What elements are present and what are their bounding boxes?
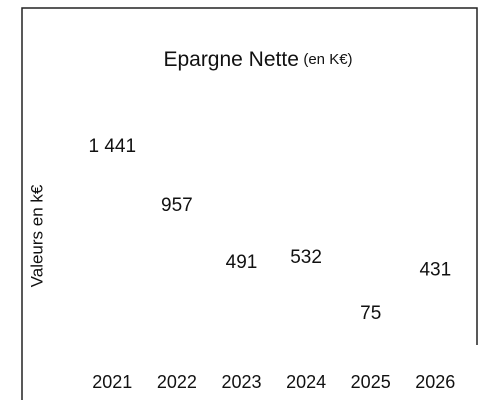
x-tick-label: 2026 bbox=[415, 372, 455, 392]
data-label: 532 bbox=[290, 247, 322, 268]
data-label: 491 bbox=[226, 252, 258, 273]
data-label: 1 441 bbox=[89, 136, 137, 157]
title-main: Epargne Nette bbox=[163, 48, 298, 71]
data-label: 431 bbox=[419, 259, 451, 280]
x-tick-label: 2025 bbox=[351, 372, 391, 392]
x-tick-label: 2023 bbox=[221, 372, 261, 392]
chart-title: Epargne Nette (en K€) bbox=[163, 48, 352, 71]
frame bbox=[21, 7, 478, 400]
data-label: 75 bbox=[360, 303, 381, 324]
x-tick-label: 2024 bbox=[286, 372, 326, 392]
x-tick-label: 2021 bbox=[92, 372, 132, 392]
y-axis-label: Valeurs en k€ bbox=[27, 184, 46, 287]
data-label: 957 bbox=[161, 195, 193, 216]
x-tick-label: 2022 bbox=[157, 372, 197, 392]
title-suffix: (en K€) bbox=[303, 51, 352, 68]
